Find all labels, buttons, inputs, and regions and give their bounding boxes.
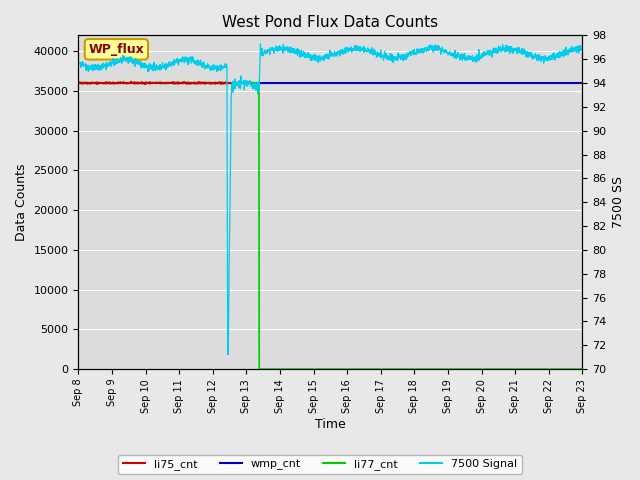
Y-axis label: 7500 SS: 7500 SS	[612, 176, 625, 228]
Legend: li75_cnt, wmp_cnt, li77_cnt, 7500 Signal: li75_cnt, wmp_cnt, li77_cnt, 7500 Signal	[118, 455, 522, 474]
Title: West Pond Flux Data Counts: West Pond Flux Data Counts	[222, 15, 438, 30]
Text: WP_flux: WP_flux	[88, 43, 144, 56]
X-axis label: Time: Time	[315, 419, 346, 432]
Y-axis label: Data Counts: Data Counts	[15, 164, 28, 241]
